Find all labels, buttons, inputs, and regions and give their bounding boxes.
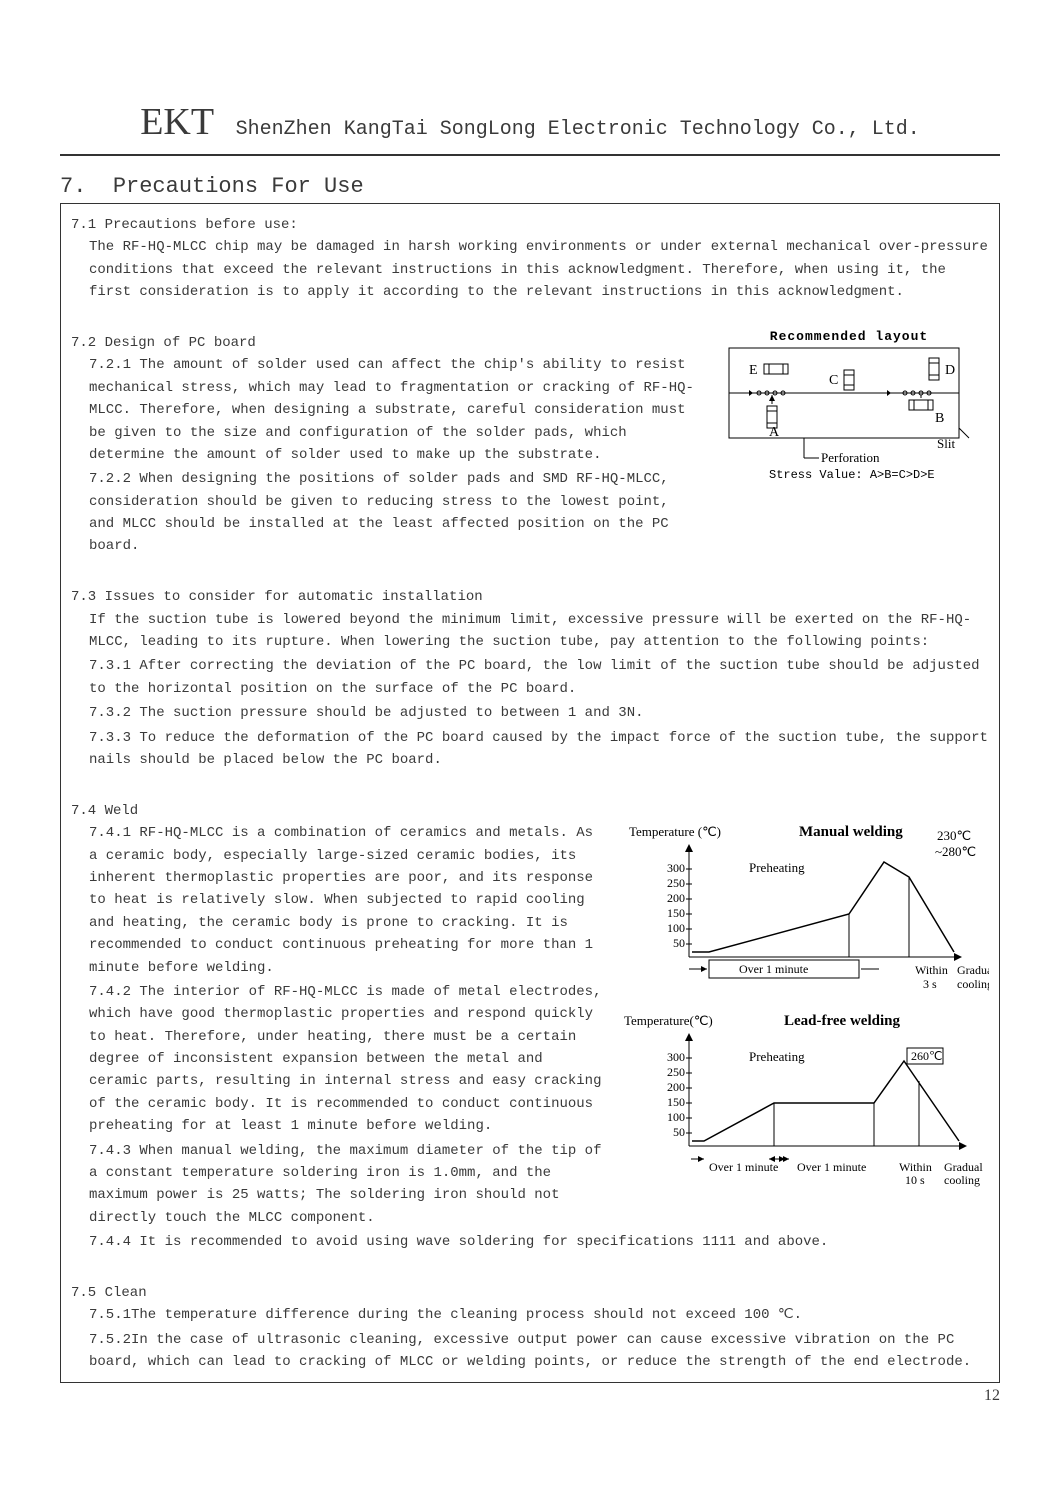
svg-text:Over 1 minute: Over 1 minute (797, 1160, 866, 1174)
p-7-2-2: 7.2.2 When designing the positions of so… (89, 468, 699, 558)
recommended-layout-diagram: Recommended layout E (709, 328, 989, 560)
svg-text:Within: Within (915, 963, 948, 977)
svg-text:150: 150 (667, 906, 685, 920)
page-header: EKT ShenZhen KangTai SongLong Electronic… (60, 100, 1000, 144)
svg-text:Within: Within (899, 1160, 932, 1174)
svg-text:300: 300 (667, 861, 685, 875)
svg-text:250: 250 (667, 1065, 685, 1079)
content-box: 7.1 Precautions before use: The RF-HQ-ML… (60, 203, 1000, 1383)
svg-text:100: 100 (667, 921, 685, 935)
company-name: ShenZhen KangTai SongLong Electronic Tec… (236, 118, 920, 141)
svg-text:Preheating: Preheating (749, 860, 805, 875)
p-7-4-4: 7.4.4 It is recommended to avoid using w… (89, 1231, 989, 1253)
welding-charts: Temperature (℃) Manual welding 230℃ ~280… (619, 822, 989, 1231)
p-7-3-1: 7.3.1 After correcting the deviation of … (89, 655, 989, 700)
p-7-4-1: 7.4.1 RF-HQ-MLCC is a combination of cer… (89, 822, 609, 979)
svg-text:150: 150 (667, 1095, 685, 1109)
svg-text:Slit: Slit (937, 436, 955, 451)
p-7-3-0: If the suction tube is lowered beyond th… (89, 609, 989, 654)
svg-text:50: 50 (673, 936, 685, 950)
svg-text:Preheating: Preheating (749, 1049, 805, 1064)
p-7-2-1: 7.2.1 The amount of solder used can affe… (89, 354, 699, 466)
svg-text:3 s: 3 s (923, 977, 937, 991)
svg-text:250: 250 (667, 876, 685, 890)
section-title-text: Precautions For Use (113, 174, 364, 199)
p-7-1: The RF-HQ-MLCC chip may be damaged in ha… (89, 236, 989, 303)
sub-7-4: 7.4 Weld (71, 800, 989, 822)
svg-text:230℃: 230℃ (937, 828, 971, 843)
header-divider (60, 154, 1000, 156)
sub-7-2: 7.2 Design of PC board (71, 332, 699, 354)
p-7-5-1: 7.5.1The temperature difference during t… (89, 1304, 989, 1326)
sub-7-3: 7.3 Issues to consider for automatic ins… (71, 586, 989, 608)
svg-text:E: E (749, 363, 758, 378)
p-7-3-3: 7.3.3 To reduce the deformation of the P… (89, 727, 989, 772)
svg-text:260℃: 260℃ (911, 1049, 942, 1063)
svg-text:Gradual: Gradual (957, 963, 989, 977)
svg-text:Temperature(℃): Temperature(℃) (624, 1013, 713, 1028)
svg-text:Stress Value: A>B=C>D>E: Stress Value: A>B=C>D>E (769, 468, 935, 482)
svg-text:100: 100 (667, 1110, 685, 1124)
svg-text:Over 1 minute: Over 1 minute (739, 962, 808, 976)
svg-text:Lead-free welding: Lead-free welding (784, 1013, 900, 1029)
svg-text:B: B (935, 411, 944, 426)
svg-text:Temperature (℃): Temperature (℃) (629, 824, 721, 839)
svg-text:Gradual: Gradual (944, 1160, 983, 1174)
section-heading: 7. Precautions For Use (60, 170, 1000, 204)
logo-text: EKT (140, 101, 214, 143)
svg-text:~280℃: ~280℃ (935, 844, 976, 859)
svg-text:300: 300 (667, 1050, 685, 1064)
p-7-4-3: 7.4.3 When manual welding, the maximum d… (89, 1140, 609, 1230)
sub-7-5: 7.5 Clean (71, 1282, 989, 1304)
svg-text:A: A (769, 425, 780, 440)
svg-text:C: C (829, 373, 838, 388)
svg-text:200: 200 (667, 1080, 685, 1094)
page-number: 12 (60, 1387, 1000, 1405)
layout-title: Recommended layout (770, 329, 928, 344)
svg-text:50: 50 (673, 1125, 685, 1139)
svg-text:10 s: 10 s (905, 1173, 925, 1187)
svg-text:Perforation: Perforation (821, 450, 880, 465)
p-7-5-2: 7.5.2In the case of ultrasonic cleaning,… (89, 1329, 989, 1374)
svg-text:cooling: cooling (957, 977, 989, 991)
svg-text:Over 1 minute: Over 1 minute (709, 1160, 778, 1174)
svg-text:cooling: cooling (944, 1173, 980, 1187)
sub-7-1: 7.1 Precautions before use: (71, 214, 989, 236)
p-7-3-2: 7.3.2 The suction pressure should be adj… (89, 702, 989, 724)
section-num: 7. (60, 174, 86, 199)
svg-text:Manual welding: Manual welding (799, 824, 903, 840)
svg-text:200: 200 (667, 891, 685, 905)
svg-text:D: D (945, 363, 955, 378)
p-7-4-2: 7.4.2 The interior of RF-HQ-MLCC is made… (89, 981, 609, 1138)
